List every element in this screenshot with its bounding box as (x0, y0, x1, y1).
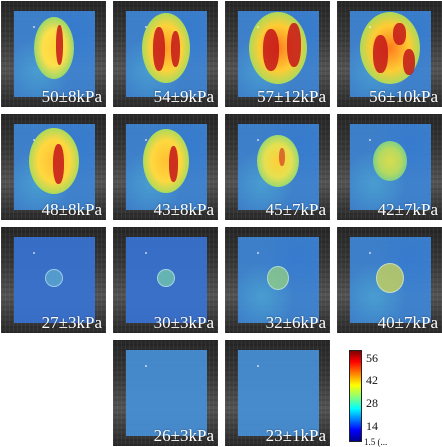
elastography-panel-2: 54±9kPa (113, 1, 218, 107)
stiffness-label: 56±10kPa (369, 87, 438, 106)
colorbar-bottom-label: 1.5 (... (364, 437, 388, 447)
elastography-panel-4: 56±10kPa (337, 1, 442, 107)
colorbar (349, 350, 362, 442)
stiffness-label: 30±3kPa (153, 313, 214, 332)
stiff-lesion (256, 134, 299, 187)
high-stiffness-region (171, 31, 180, 67)
stiffness-label: 23±1kPa (265, 426, 326, 445)
shear-wave-map (237, 349, 320, 437)
marker-dot (256, 26, 259, 29)
stiff-lesion (141, 12, 190, 83)
stiffness-label: 42±7kPa (377, 200, 438, 219)
high-stiffness-region (373, 35, 388, 73)
shear-wave-map (349, 123, 432, 211)
high-stiffness-region (279, 148, 285, 166)
shear-wave-map (125, 349, 208, 437)
shear-wave-map (125, 10, 208, 98)
elastography-panel-13: 26±3kPa (113, 340, 218, 446)
elastography-panel-14: 23±1kPa (225, 340, 330, 446)
elastography-panel-10: 30±3kPa (113, 227, 218, 333)
stiffness-label: 48±8kPa (41, 200, 102, 219)
marker-dot (368, 252, 371, 255)
inclusion-outline (375, 262, 404, 293)
marker-dot (368, 26, 371, 29)
elastography-panel-6: 43±8kPa (113, 114, 218, 220)
elastography-panel-1: 50±8kPa (1, 1, 106, 107)
stiff-lesion (372, 140, 407, 181)
colorbar-tick: 14 (366, 419, 378, 433)
high-stiffness-region (153, 27, 165, 71)
high-stiffness-region (53, 144, 64, 184)
stiffness-label: 27±3kPa (41, 313, 102, 332)
marker-dot (256, 365, 259, 368)
shear-wave-map (237, 236, 320, 324)
marker-dot (32, 26, 35, 29)
elastography-panel-3: 57±12kPa (225, 1, 330, 107)
marker-dot (144, 139, 147, 142)
colorbar-tick: 56 (366, 351, 378, 365)
elastography-panel-9: 27±3kPa (1, 227, 106, 333)
inclusion-outline (44, 268, 63, 287)
stiffness-label: 57±12kPa (257, 87, 326, 106)
high-stiffness-region (403, 49, 415, 75)
colorbar-tick: 42 (366, 373, 378, 387)
colorbar-tick: 28 (366, 396, 378, 410)
marker-dot (256, 252, 259, 255)
stiffness-label: 50±8kPa (41, 87, 102, 106)
inclusion-outline (266, 265, 289, 290)
elastography-panel-8: 42±7kPa (337, 114, 442, 220)
stiffness-label: 54±9kPa (153, 87, 214, 106)
elastography-panel-7: 45±7kPa (225, 114, 330, 220)
marker-dot (32, 252, 35, 255)
stiffness-label: 43±8kPa (153, 200, 214, 219)
stiff-lesion (33, 16, 74, 79)
marker-dot (368, 139, 371, 142)
marker-dot (32, 139, 35, 142)
elastography-panel-12: 40±7kPa (337, 227, 442, 333)
stiffness-label: 26±3kPa (153, 426, 214, 445)
high-stiffness-region (393, 23, 406, 45)
elastography-panel-5: 48±8kPa (1, 114, 106, 220)
inclusion-outline (156, 268, 175, 287)
marker-dot (256, 139, 259, 142)
stiffness-label: 40±7kPa (377, 313, 438, 332)
stiffness-label: 32±6kPa (265, 313, 326, 332)
high-stiffness-region (169, 146, 178, 182)
stiff-lesion (142, 128, 189, 193)
high-stiffness-region (56, 25, 63, 65)
marker-dot (144, 252, 147, 255)
marker-dot (144, 365, 147, 368)
elastography-panel-11: 32±6kPa (225, 227, 330, 333)
high-stiffness-region (287, 23, 301, 67)
high-stiffness-region (263, 29, 279, 71)
marker-dot (144, 26, 147, 29)
stiffness-label: 45±7kPa (265, 200, 326, 219)
